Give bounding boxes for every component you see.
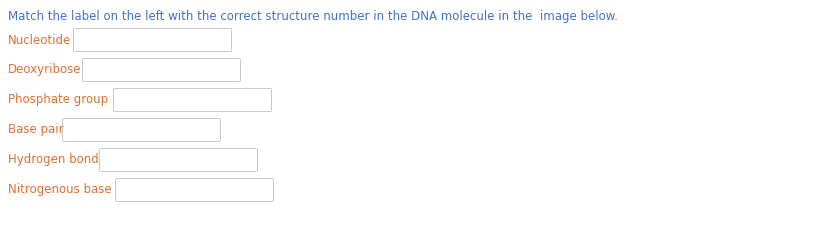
Text: Nitrogenous base: Nitrogenous base (8, 183, 111, 196)
FancyBboxPatch shape (73, 28, 232, 51)
Text: Deoxyribose: Deoxyribose (8, 64, 82, 77)
Text: Base pair: Base pair (8, 123, 63, 137)
FancyBboxPatch shape (115, 178, 274, 201)
Text: Match the label on the left with the correct structure number in the DNA molecul: Match the label on the left with the cor… (8, 10, 618, 23)
FancyBboxPatch shape (82, 59, 241, 82)
Text: Nucleotide: Nucleotide (8, 33, 71, 46)
Text: Hydrogen bond: Hydrogen bond (8, 154, 99, 167)
FancyBboxPatch shape (114, 88, 271, 111)
Text: Phosphate group: Phosphate group (8, 94, 108, 106)
FancyBboxPatch shape (100, 149, 257, 172)
FancyBboxPatch shape (63, 118, 221, 141)
